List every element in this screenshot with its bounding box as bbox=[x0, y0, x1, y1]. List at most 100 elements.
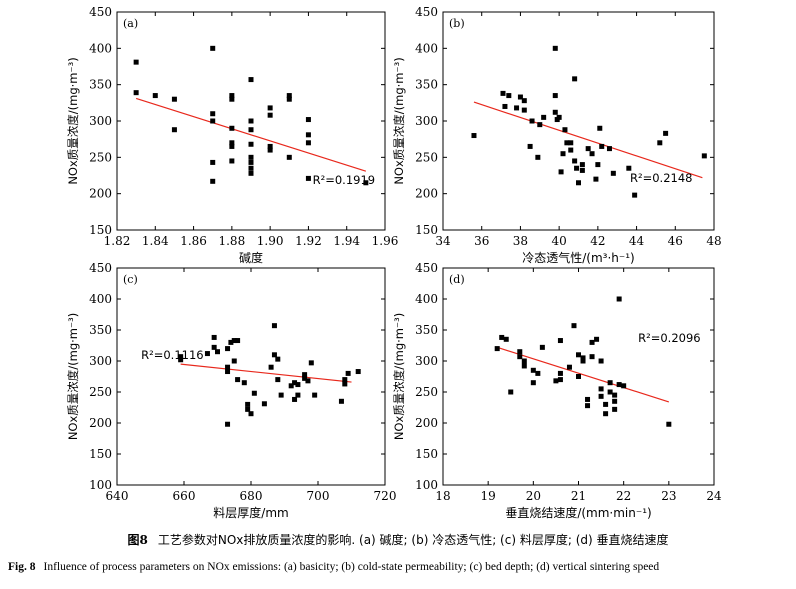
data-point bbox=[494, 346, 500, 352]
data-point bbox=[286, 96, 292, 102]
data-point bbox=[248, 154, 254, 160]
y-axis-label-d: NOx质量浓度/(mg·m⁻³) bbox=[392, 313, 406, 440]
data-point bbox=[248, 118, 254, 124]
y-axis-label-c: NOx质量浓度/(mg·m⁻³) bbox=[66, 313, 80, 440]
data-point bbox=[562, 127, 568, 133]
x-tick-label: 21 bbox=[571, 489, 586, 503]
x-tick-label: 1.96 bbox=[372, 234, 399, 248]
data-point bbox=[305, 140, 311, 146]
data-point bbox=[530, 367, 536, 373]
x-tick-label: 20 bbox=[526, 489, 541, 503]
data-point bbox=[517, 94, 523, 100]
x-tick-label: 1.84 bbox=[142, 234, 169, 248]
x-tick-label: 23 bbox=[661, 489, 676, 503]
data-point bbox=[210, 111, 216, 117]
y-tick-label: 450 bbox=[415, 261, 438, 275]
panel-label-d: (d) bbox=[449, 273, 465, 286]
data-point bbox=[229, 158, 235, 164]
data-point bbox=[595, 162, 601, 168]
data-point bbox=[471, 133, 477, 139]
y-tick-label: 300 bbox=[89, 354, 112, 368]
x-tick-label: 660 bbox=[173, 489, 196, 503]
data-point bbox=[229, 96, 235, 102]
data-point bbox=[585, 146, 591, 152]
data-point bbox=[268, 364, 274, 370]
data-point bbox=[133, 90, 139, 96]
data-point bbox=[338, 398, 344, 404]
data-point bbox=[248, 165, 254, 171]
x-tick-label: 36 bbox=[474, 234, 489, 248]
y-tick-label: 100 bbox=[89, 478, 112, 492]
data-point bbox=[564, 140, 570, 146]
x-tick-label: 1.88 bbox=[218, 234, 245, 248]
data-point bbox=[558, 169, 564, 175]
data-point bbox=[541, 114, 547, 120]
x-tick-label: 40 bbox=[552, 234, 567, 248]
data-point bbox=[603, 411, 609, 417]
data-point bbox=[225, 369, 231, 375]
data-point bbox=[286, 154, 292, 160]
data-point bbox=[295, 392, 301, 398]
data-point bbox=[305, 132, 311, 138]
y-tick-label: 400 bbox=[415, 292, 438, 306]
data-point bbox=[292, 396, 298, 402]
y-tick-label: 200 bbox=[89, 416, 112, 430]
x-tick-label: 1.86 bbox=[180, 234, 207, 248]
data-point bbox=[215, 349, 220, 355]
data-point bbox=[632, 192, 638, 198]
data-point bbox=[572, 158, 578, 164]
data-point bbox=[210, 178, 216, 184]
data-point bbox=[552, 45, 558, 51]
y-tick-label: 350 bbox=[415, 78, 438, 92]
data-point bbox=[572, 76, 578, 82]
panel-label-b: (b) bbox=[449, 17, 465, 30]
data-point bbox=[248, 77, 254, 83]
data-point bbox=[612, 398, 618, 404]
data-point bbox=[657, 140, 663, 146]
data-point bbox=[593, 176, 599, 182]
data-point bbox=[612, 392, 618, 398]
data-point bbox=[275, 377, 281, 383]
fit-line-d bbox=[497, 346, 670, 403]
r-squared-label-a: R²=0.1919 bbox=[313, 173, 375, 187]
y-tick-label: 350 bbox=[89, 78, 112, 92]
data-point bbox=[241, 380, 247, 386]
data-point bbox=[616, 296, 622, 302]
y-tick-label: 150 bbox=[415, 447, 438, 461]
data-point bbox=[355, 369, 361, 375]
data-point bbox=[626, 165, 632, 171]
data-point bbox=[666, 421, 672, 427]
data-point bbox=[616, 382, 622, 388]
data-point bbox=[576, 180, 581, 186]
data-point bbox=[521, 107, 527, 113]
data-point bbox=[585, 403, 591, 409]
y-tick-label: 350 bbox=[89, 323, 112, 337]
data-point bbox=[607, 380, 613, 386]
y-tick-label: 200 bbox=[415, 187, 438, 201]
data-point bbox=[261, 401, 267, 407]
data-point bbox=[302, 375, 308, 381]
x-axis-label-b: 冷态透气性/(m³·h⁻¹) bbox=[522, 250, 634, 265]
data-point bbox=[701, 153, 707, 159]
data-point bbox=[521, 358, 527, 364]
plot-frame-b bbox=[442, 11, 715, 231]
x-tick-label: 46 bbox=[668, 234, 683, 248]
y-tick-label: 400 bbox=[415, 41, 438, 55]
data-point bbox=[204, 351, 210, 357]
data-point bbox=[579, 162, 585, 168]
x-axis-label-a: 碱度 bbox=[239, 250, 263, 265]
data-point bbox=[553, 378, 559, 384]
x-axis-label-d: 垂直烧结速度/(mm·min⁻¹) bbox=[505, 505, 651, 520]
x-tick-label: 1.82 bbox=[104, 234, 131, 248]
y-tick-label: 450 bbox=[415, 5, 438, 19]
data-point bbox=[508, 389, 514, 395]
y-tick-label: 300 bbox=[415, 114, 438, 128]
data-point bbox=[225, 421, 231, 427]
y-tick-label: 250 bbox=[415, 385, 438, 399]
data-point bbox=[576, 352, 581, 358]
data-point bbox=[229, 140, 235, 146]
data-point bbox=[568, 140, 574, 146]
data-point bbox=[171, 127, 177, 133]
data-point bbox=[594, 336, 600, 342]
data-point bbox=[229, 93, 235, 99]
